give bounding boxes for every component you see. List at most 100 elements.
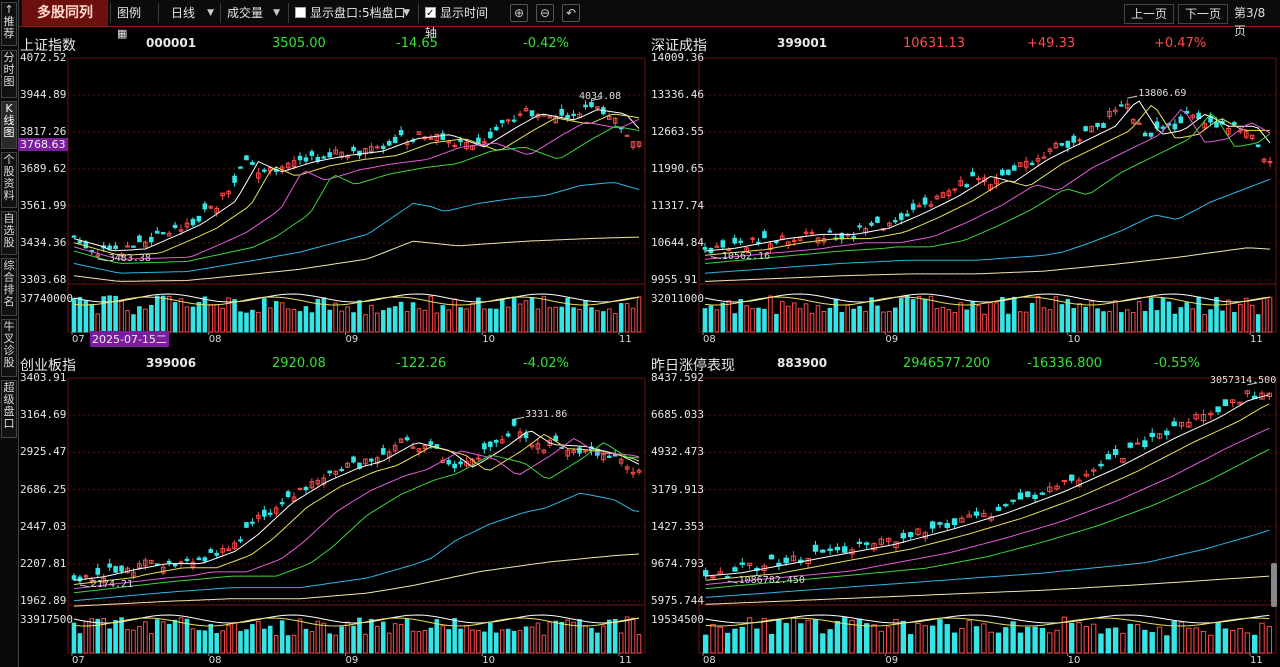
- volume-bar: [898, 298, 904, 333]
- prev-page-button[interactable]: 上一页: [1124, 4, 1175, 24]
- checkbox-checked-icon[interactable]: [425, 4, 436, 24]
- chart-panel-chinext[interactable]: 创业板指 399006 2920.08 -122.26 -4.02% 3403.91 316…: [18, 352, 649, 667]
- volume-bar: [1266, 626, 1273, 654]
- y-axis-label: 3434.36: [20, 236, 67, 249]
- scroll-thumb[interactable]: [1271, 563, 1277, 607]
- show-time-axis-toggle[interactable]: 显示时间轴: [418, 3, 502, 40]
- volume-bar: [1054, 629, 1060, 654]
- zoom-in-icon[interactable]: ⊕: [510, 4, 528, 22]
- volume-bar: [541, 296, 547, 333]
- volume-bar: [440, 305, 446, 333]
- volume-bar: [988, 302, 993, 333]
- candle-body: [416, 448, 422, 453]
- candle-body: [714, 245, 720, 248]
- multi-stock-title[interactable]: 多股同列: [22, 0, 108, 26]
- back-icon[interactable]: ↶: [562, 4, 580, 22]
- chart-panel-sse[interactable]: 上证指数 000001 3505.00 -14.65 -0.42% 4072.52 3944…: [18, 32, 649, 347]
- panel-header: 昨日涨停表现 883900 2946577.200 -16336.800 -0.55%: [649, 352, 1280, 374]
- volume-bar: [710, 623, 716, 654]
- y-axis-label: 9674.793: [651, 556, 704, 570]
- indicator-label: 成交量: [227, 6, 264, 20]
- checkbox-icon[interactable]: [295, 7, 306, 18]
- volume-bar: [916, 295, 922, 333]
- sidebar-item-intraday[interactable]: 分时图: [1, 50, 17, 98]
- candle-body: [910, 203, 916, 210]
- volume-ma-line: [705, 614, 1270, 624]
- period-dropdown[interactable]: 日线 ▼: [158, 3, 218, 23]
- legend-button[interactable]: 图例 ▦: [110, 3, 156, 40]
- volume-bar: [267, 625, 273, 654]
- chart-panel-szse[interactable]: 深证成指 399001 10631.13 +49.33 +0.47% 14009.36 13…: [649, 32, 1280, 346]
- volume-bar: [256, 620, 261, 654]
- volume-bar: [988, 631, 994, 654]
- volume-bar: [333, 634, 338, 654]
- candle-body: [762, 231, 767, 239]
- candle-body: [1047, 148, 1053, 153]
- sidebar-item-kline[interactable]: K线图: [1, 101, 17, 149]
- volume-bar: [345, 621, 350, 654]
- sidebar-item-watchlist[interactable]: 自选股: [1, 211, 17, 255]
- sidebar-item-ranking[interactable]: 综合排名: [1, 258, 17, 316]
- volume-ma-line: [73, 293, 640, 303]
- indicator-dropdown[interactable]: 成交量 ▼: [220, 3, 284, 23]
- moving-average-line: [704, 247, 1271, 282]
- candle-body: [834, 546, 841, 551]
- candle-body: [220, 192, 225, 197]
- volume-bar: [864, 623, 870, 654]
- sidebar-item-profile[interactable]: 个股资料: [1, 152, 17, 208]
- volume-bar: [750, 308, 755, 333]
- index-price: 3505.00: [272, 36, 326, 51]
- volume-bar: [404, 619, 410, 654]
- show-book-toggle[interactable]: 显示盘口:5档盘口 ▼: [288, 3, 414, 23]
- volume-bar: [756, 307, 761, 333]
- volume-bar: [178, 617, 184, 654]
- chart-frame: [698, 377, 1277, 654]
- volume-bar: [95, 618, 101, 654]
- candle-body: [1029, 162, 1035, 165]
- candle-body: [416, 131, 422, 135]
- y-axis-label: 4072.52: [20, 51, 67, 64]
- x-axis-label: 10: [1067, 334, 1081, 345]
- sidebar-item-super-book[interactable]: 超级盘口: [1, 380, 17, 438]
- volume-bar: [946, 309, 952, 333]
- volume-bar: [482, 308, 487, 333]
- volume-bar: [959, 627, 965, 654]
- candle-body: [285, 162, 291, 169]
- volume-bar: [208, 304, 214, 333]
- volume-bar: [922, 625, 928, 654]
- volume-bar: [493, 308, 499, 333]
- moving-average-line: [73, 109, 640, 252]
- crosshair-value-tag: 3768.63: [18, 137, 68, 151]
- volume-bar: [422, 309, 428, 333]
- volume-bar: [821, 310, 827, 333]
- chevron-down-icon: ▼: [273, 8, 280, 18]
- chart-panel-limitup[interactable]: 昨日涨停表现 883900 2946577.200 -16336.800 -0.55% 8…: [649, 352, 1280, 667]
- zoom-out-icon[interactable]: ⊖: [536, 4, 554, 22]
- candle-body: [607, 455, 612, 458]
- volume-bar: [1202, 313, 1207, 333]
- candle-body: [1120, 457, 1126, 463]
- volume-ma-line: [73, 614, 640, 624]
- volume-bar: [464, 625, 469, 654]
- volume-bar: [339, 310, 344, 333]
- candle-body: [178, 229, 184, 232]
- candle-body: [375, 457, 380, 464]
- volume-bar: [732, 313, 737, 333]
- next-page-button[interactable]: 下一页: [1178, 4, 1229, 24]
- candle-body: [238, 166, 243, 169]
- moving-average-line: [704, 113, 1271, 264]
- volume-bar: [1112, 627, 1119, 654]
- candle-body: [291, 160, 297, 168]
- candle-body: [1090, 469, 1097, 472]
- candle-body: [214, 208, 220, 214]
- volume-bar: [746, 617, 753, 654]
- volume-bar: [583, 625, 588, 654]
- volume-bar: [940, 306, 946, 333]
- sidebar-item-diagnosis[interactable]: 牛叉诊股: [1, 319, 17, 377]
- candle-body: [1232, 122, 1237, 126]
- volume-bar: [464, 308, 469, 333]
- sidebar-item-recommend[interactable]: ↑ 推荐: [1, 2, 17, 46]
- volume-bar: [1077, 303, 1082, 333]
- candle-body: [1255, 144, 1261, 148]
- index-name: 深证成指: [651, 38, 707, 54]
